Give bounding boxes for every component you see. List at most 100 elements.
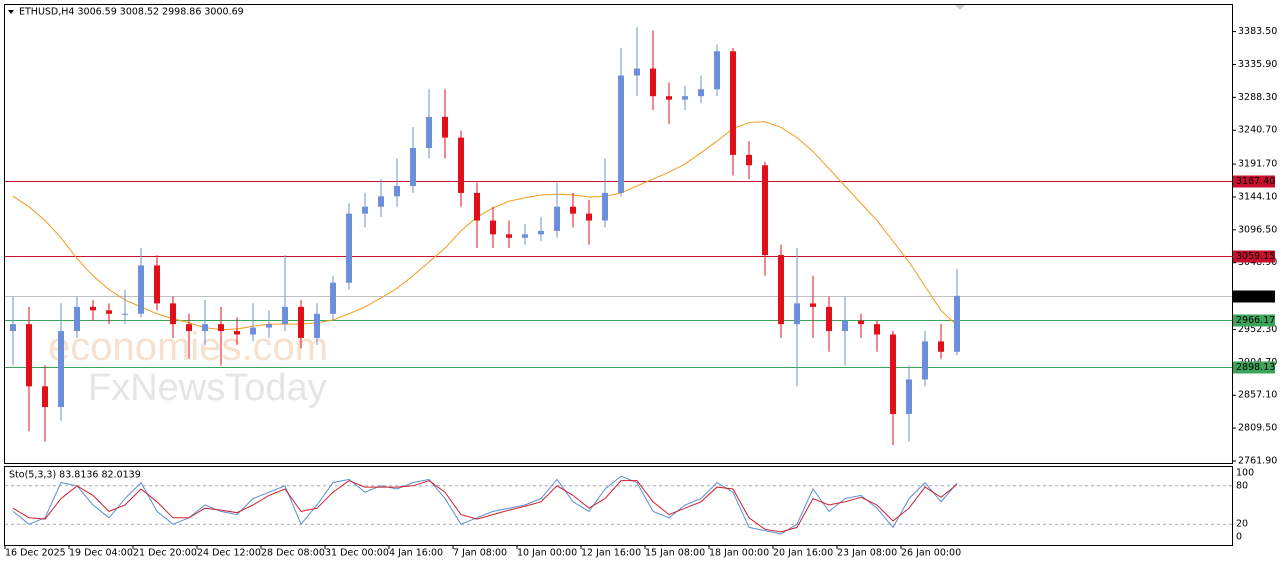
y-tick-label: 2761.90 <box>1238 455 1277 466</box>
level-label: 3167.40 <box>1236 176 1275 187</box>
chart-title: ETHUSD,H4 3006.59 3008.52 2998.86 3000.6… <box>19 7 244 18</box>
x-tick-label: 12 Jan 16:00 <box>581 548 641 559</box>
y-tick-label: 3288.30 <box>1238 92 1277 103</box>
y-tick-label: 3096.50 <box>1238 224 1277 235</box>
candle-body <box>314 313 320 338</box>
candle-body <box>762 165 768 256</box>
candle-body <box>890 334 896 414</box>
y-tick-label: 2857.10 <box>1238 390 1277 401</box>
candle-body <box>74 306 80 332</box>
candle-body <box>794 303 800 325</box>
candle-body <box>330 282 336 314</box>
shift-marker <box>955 5 965 10</box>
y-tick-label: 2952.30 <box>1238 324 1277 335</box>
osc-tick-label: 0 <box>1236 532 1242 543</box>
y-tick-label: 3144.10 <box>1238 191 1277 202</box>
candle-body <box>58 331 64 408</box>
osc-line <box>12 480 958 533</box>
x-tick-label: 18 Jan 00:00 <box>709 548 769 559</box>
x-tick-label: 16 Dec 2025 <box>5 548 66 559</box>
candle-body <box>954 295 960 352</box>
candle-body <box>746 154 752 166</box>
candle-body <box>346 213 352 283</box>
x-tick-label: 7 Jan 08:00 <box>453 548 507 559</box>
candle-body <box>474 192 480 221</box>
candle-body <box>218 324 224 332</box>
y-tick-label: 3048.90 <box>1238 257 1277 268</box>
menu-arrow <box>8 10 14 14</box>
x-tick-label: 15 Jan 08:00 <box>645 548 705 559</box>
candle-body <box>42 386 48 408</box>
y-tick-label: 2809.50 <box>1238 423 1277 434</box>
price-panel <box>4 4 1233 464</box>
level-label: 2966.17 <box>1236 315 1275 326</box>
candle-body <box>186 324 192 332</box>
candle-body <box>570 206 576 214</box>
candle-body <box>202 324 208 332</box>
level-label: 2898.13 <box>1236 362 1275 373</box>
x-tick-label: 23 Jan 08:00 <box>837 548 897 559</box>
level-label-bg <box>1233 314 1275 327</box>
candle-body <box>826 306 832 332</box>
level-label-bg <box>1233 175 1275 188</box>
level-label-bg <box>1233 361 1275 374</box>
candle-body <box>106 310 112 314</box>
candle-body <box>266 324 272 328</box>
candle-body <box>154 265 160 304</box>
level-label: 3000.69 <box>1236 291 1275 302</box>
osc-tick-label: 80 <box>1236 480 1248 491</box>
candle-body <box>10 324 16 332</box>
x-tick-label: 10 Jan 00:00 <box>517 548 577 559</box>
y-tick-label: 3335.90 <box>1238 59 1277 70</box>
candle-body <box>666 96 672 100</box>
level-label-bg <box>1233 250 1275 263</box>
candle-body <box>922 341 928 380</box>
candle-body <box>490 220 496 235</box>
y-tick-label: 3383.50 <box>1238 26 1277 37</box>
candle-body <box>938 341 944 352</box>
candle-body <box>170 303 176 325</box>
x-tick-label: 4 Jan 16:00 <box>389 548 443 559</box>
candle-body <box>842 320 848 332</box>
level-label: 3059.15 <box>1236 251 1275 262</box>
candle-body <box>394 185 400 197</box>
x-tick-label: 31 Dec 00:00 <box>325 548 389 559</box>
y-tick-label: 3240.70 <box>1238 125 1277 136</box>
candle-body <box>138 265 144 314</box>
y-tick-label: 3191.70 <box>1238 159 1277 170</box>
candle-body <box>522 234 528 238</box>
candle-body <box>554 206 560 231</box>
candle-body <box>122 313 128 315</box>
osc-line <box>12 475 958 535</box>
x-tick-label: 19 Dec 04:00 <box>69 548 133 559</box>
candle-body <box>298 306 304 338</box>
osc-tick-label: 20 <box>1236 519 1248 530</box>
candle-body <box>634 68 640 76</box>
candle-body <box>874 324 880 335</box>
candle-body <box>362 206 368 214</box>
candle-body <box>90 306 96 311</box>
x-tick-label: 21 Dec 20:00 <box>133 548 197 559</box>
candle-body <box>586 213 592 221</box>
candle-body <box>906 379 912 414</box>
candle-body <box>778 255 784 325</box>
x-tick-label: 26 Jan 00:00 <box>901 548 961 559</box>
candle-body <box>250 327 256 335</box>
candle-body <box>282 306 288 325</box>
candle-body <box>730 51 736 155</box>
candle-body <box>714 51 720 90</box>
candle-body <box>426 116 432 148</box>
candle-body <box>506 234 512 238</box>
candle-body <box>698 89 704 97</box>
candle-body <box>858 320 864 325</box>
candle-body <box>538 230 544 235</box>
candle-body <box>410 147 416 186</box>
candle-body <box>682 96 688 100</box>
x-tick-label: 20 Jan 16:00 <box>773 548 833 559</box>
candle-body <box>618 75 624 193</box>
level-label-bg <box>1233 290 1275 303</box>
candle-body <box>378 196 384 207</box>
candle-body <box>810 303 816 307</box>
candle-body <box>26 324 32 387</box>
